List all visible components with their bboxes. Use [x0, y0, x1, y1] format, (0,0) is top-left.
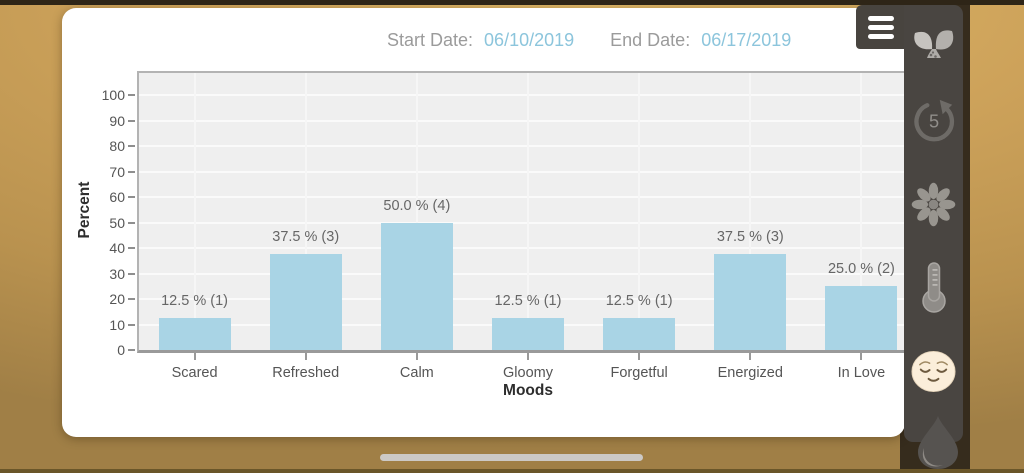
- bar-gloomy: [492, 318, 564, 350]
- y-axis-tick: [128, 272, 135, 275]
- y-axis-tick: [128, 94, 135, 96]
- x-axis-tick-label: Refreshed: [272, 365, 340, 381]
- top-bezel: [0, 0, 1024, 5]
- gridline: [193, 73, 196, 350]
- y-axis-tick-label: 40: [109, 240, 125, 256]
- y-axis-tick-label: 100: [101, 87, 125, 103]
- bar-scared: [158, 318, 231, 350]
- plant-growth-button[interactable]: [909, 17, 959, 67]
- x-axis-tick: [749, 353, 752, 360]
- y-axis-tick-label: 0: [117, 342, 125, 358]
- bar-value-label: 25.0 % (2): [827, 261, 895, 278]
- end-date-label: End Date:: [610, 30, 691, 50]
- refresh-count-button[interactable]: 5: [909, 96, 959, 146]
- bar-energized: [714, 254, 787, 350]
- y-axis-tick-label: 60: [109, 189, 125, 205]
- bar-refreshed: [269, 254, 342, 350]
- menu-icon: [868, 33, 894, 39]
- gridline: [139, 94, 905, 96]
- sprout-icon: [913, 30, 953, 58]
- chart-card: Start Date: 06/10/2019 End Date: 06/17/2…: [62, 8, 905, 437]
- bar-value-label: 12.5 % (1): [494, 293, 562, 310]
- bar-calm: [380, 222, 453, 350]
- y-axis-tick-label: 90: [109, 112, 125, 129]
- y-axis-tick: [128, 247, 135, 249]
- y-axis-tick: [128, 349, 135, 351]
- menu-icon: [868, 24, 894, 30]
- gridline: [527, 73, 529, 350]
- x-axis-tick-label: In Love: [837, 365, 886, 381]
- x-axis-tick-label: Forgetful: [610, 365, 668, 381]
- date-range-bar: Start Date: 06/10/2019 End Date: 06/17/2…: [387, 30, 791, 51]
- bar-forgetful: [603, 318, 676, 350]
- flower-button[interactable]: [909, 179, 959, 229]
- bar-value-label: 12.5 % (1): [605, 293, 673, 310]
- y-axis-tick-label: 20: [109, 291, 125, 307]
- x-axis-tick: [415, 353, 418, 360]
- gridline: [139, 145, 905, 147]
- sidebar: 5: [904, 5, 963, 442]
- bar-in-love: [825, 286, 898, 350]
- gridline: [139, 247, 905, 249]
- water-drop-icon: [918, 416, 958, 469]
- y-axis-tick: [128, 119, 135, 122]
- y-axis-tick: [128, 323, 135, 326]
- end-date-value[interactable]: 06/17/2019: [701, 30, 792, 50]
- mood-face-button[interactable]: [909, 346, 959, 396]
- plot-area: [137, 71, 905, 353]
- gridline: [139, 221, 905, 224]
- refresh-counter-icon: 5: [913, 99, 954, 142]
- temperature-button[interactable]: [909, 262, 959, 313]
- y-axis-tick: [128, 170, 135, 173]
- mood-bar-chart: Percent Moods 0 10 20 30 40 50 60 70 80 90 100 12.5…: [62, 8, 905, 437]
- x-axis-tick-label: Scared: [171, 365, 218, 381]
- calm-face-icon: [911, 350, 956, 392]
- x-axis-tick: [527, 353, 529, 360]
- y-axis-tick-label: 10: [109, 316, 125, 333]
- y-axis-tick-label: 80: [109, 138, 125, 154]
- x-axis-tick-label: Energized: [717, 365, 783, 381]
- menu-button[interactable]: [856, 5, 906, 49]
- x-axis-tick-label: Calm: [399, 365, 434, 381]
- svg-text:5: 5: [928, 112, 938, 132]
- x-axis-tick: [304, 353, 307, 360]
- gridline: [415, 73, 418, 350]
- start-date-value[interactable]: 06/10/2019: [484, 30, 575, 50]
- bar-value-label: 50.0 % (4): [383, 197, 451, 214]
- x-axis-title: Moods: [503, 382, 553, 399]
- bottom-bezel: [0, 469, 1024, 473]
- y-axis-tick: [128, 298, 135, 300]
- gridline: [139, 272, 905, 275]
- y-axis-tick: [128, 145, 135, 147]
- y-axis-tick: [128, 196, 135, 198]
- gridline: [139, 119, 905, 122]
- bar-value-label: 37.5 % (3): [272, 229, 340, 246]
- bar-value-label: 37.5 % (3): [716, 229, 784, 246]
- thermometer-icon: [921, 262, 946, 313]
- start-date-label: Start Date:: [387, 30, 474, 50]
- gridline: [638, 73, 641, 350]
- gridline: [139, 298, 905, 300]
- x-axis-tick-label: Gloomy: [503, 365, 553, 381]
- gridline: [139, 196, 905, 198]
- hydration-button[interactable]: [914, 414, 962, 473]
- menu-icon: [868, 15, 894, 21]
- x-axis-tick: [193, 353, 196, 360]
- y-axis-tick: [128, 221, 135, 224]
- x-axis-tick: [638, 353, 641, 360]
- y-axis-tick-label: 30: [109, 265, 125, 282]
- bar-value-label: 12.5 % (1): [161, 293, 229, 310]
- home-indicator[interactable]: [380, 454, 643, 461]
- gridline: [304, 73, 307, 350]
- x-axis-tick: [860, 353, 863, 360]
- flower-icon: [911, 182, 956, 226]
- gridline: [860, 73, 863, 350]
- y-axis-tick-label: 50: [109, 214, 125, 231]
- gridline: [749, 73, 752, 350]
- gridline: [139, 170, 905, 173]
- y-axis-tick-label: 70: [109, 163, 125, 180]
